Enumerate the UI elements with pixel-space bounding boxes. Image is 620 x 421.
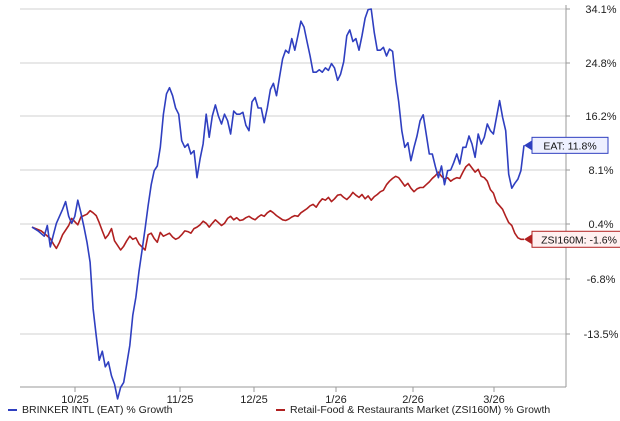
grid-lines xyxy=(20,8,570,335)
end-label-eat: EAT: 11.8% xyxy=(524,136,609,154)
x-tick-label: 11/25 xyxy=(167,394,194,406)
y-tick-label: -13.5% xyxy=(584,329,619,341)
end-label-pointer xyxy=(524,140,532,151)
end-label-pointer xyxy=(524,234,532,245)
legend-item-eat: BRINKER INTL (EAT) % Growth xyxy=(8,404,173,416)
y-tick-label: 16.2% xyxy=(585,111,616,123)
x-tick-label: 12/25 xyxy=(240,394,268,406)
x-tick-label: 1/26 xyxy=(325,394,346,406)
end-labels: EAT: 11.8% ZSI160M: -1.6% xyxy=(524,136,620,248)
y-tick-label: 0.4% xyxy=(588,219,613,231)
legend: BRINKER INTL (EAT) % Growth Retail-Food &… xyxy=(8,404,550,416)
y-tick-label: 8.1% xyxy=(588,165,613,177)
legend-label: BRINKER INTL (EAT) % Growth xyxy=(22,404,173,416)
end-label-text: ZSI160M: -1.6% xyxy=(541,234,617,246)
end-label-box xyxy=(531,136,609,154)
legend-label: Retail-Food & Restaurants Market (ZSI160… xyxy=(290,404,550,416)
x-tick-label: 2/26 xyxy=(402,394,423,406)
x-axis-labels: 10/25 11/25 12/25 1/26 2/26 3/26 xyxy=(61,394,504,406)
x-tick-label: 3/26 xyxy=(483,394,504,406)
end-label-text: EAT: 11.8% xyxy=(543,140,596,152)
x-tick-label: 10/25 xyxy=(61,394,89,406)
y-tick-label: 34.1% xyxy=(585,4,616,16)
y-axis-labels: 34.1% 24.8% 16.2% 8.1% 0.4% -6.8% -13.5% xyxy=(584,4,619,341)
end-label-box xyxy=(531,230,620,248)
end-label-zsi160m: ZSI160M: -1.6% xyxy=(524,230,620,248)
series-line-eat xyxy=(31,8,525,400)
series-layer xyxy=(31,8,525,400)
x-tick-marks xyxy=(74,387,495,392)
y-tick-label: -6.8% xyxy=(587,274,616,286)
legend-item-zsi160m: Retail-Food & Restaurants Market (ZSI160… xyxy=(276,404,550,416)
y-tick-label: 24.8% xyxy=(585,58,616,70)
